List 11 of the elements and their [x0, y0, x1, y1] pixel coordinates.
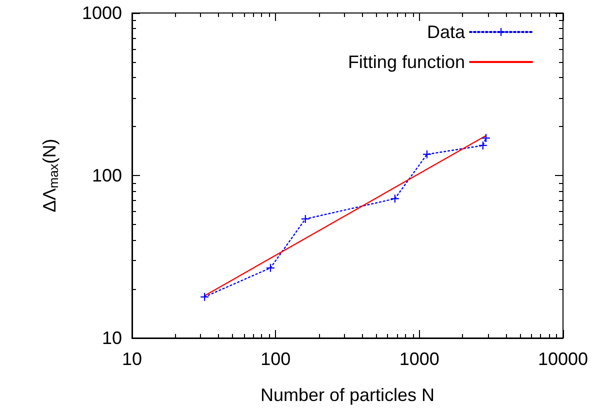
x-tick-label: 10000 [538, 349, 588, 369]
legend-label: Data [426, 22, 466, 42]
x-tick-label: 10 [122, 349, 142, 369]
y-tick-label: 10 [102, 328, 122, 348]
x-tick-label: 1000 [399, 349, 440, 369]
y-axis-title: ΔΛmax(N) [40, 138, 61, 212]
y-tick-label: 1000 [82, 3, 122, 23]
x-axis-title: Number of particles N [260, 385, 435, 405]
legend-label: Fitting function [348, 52, 465, 72]
y-tick-label: 100 [92, 166, 122, 186]
x-tick-label: 100 [260, 349, 291, 369]
